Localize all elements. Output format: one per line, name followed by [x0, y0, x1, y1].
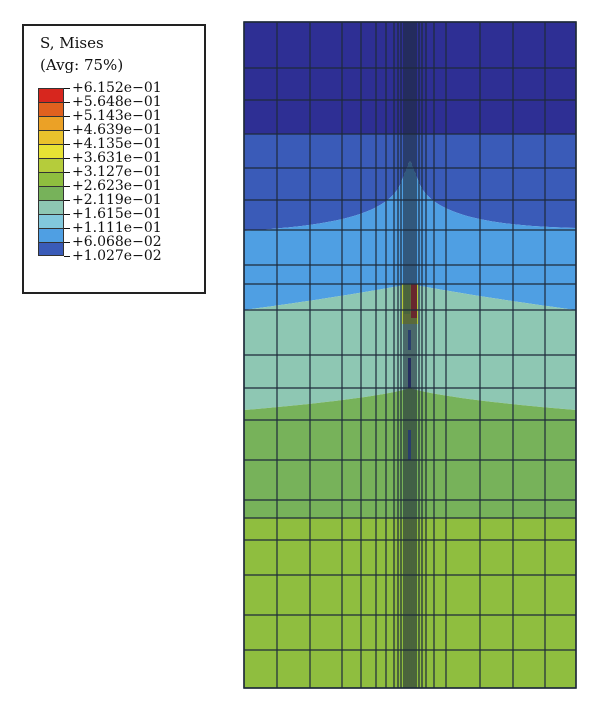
legend-label: +1.027e−02: [64, 249, 162, 263]
legend-swatch: [38, 172, 64, 186]
stress-concentration-green: [404, 284, 410, 314]
model-outline: [243, 21, 577, 689]
legend-color-bar: [38, 88, 64, 256]
legend-label: +2.119e−01: [64, 193, 162, 207]
contour-band-dark-blue: [244, 134, 576, 231]
legend-label: +6.068e−02: [64, 235, 162, 249]
legend-swatch: [38, 200, 64, 214]
legend-swatch: [38, 214, 64, 228]
legend-label: +2.623e−01: [64, 179, 162, 193]
legend-label: +6.152e−01: [64, 81, 162, 95]
legend-label: +5.648e−01: [64, 95, 162, 109]
legend-swatch: [38, 130, 64, 144]
legend-swatch: [38, 144, 64, 158]
legend-labels: +6.152e−01 +5.648e−01 +5.143e−01 +4.639e−01…: [64, 81, 162, 263]
contour-legend: S, Mises (Avg: 75%) +6.152e−01 +5.648e−01…: [22, 24, 206, 294]
legend-swatch: [38, 242, 64, 256]
legend-label: +3.631e−01: [64, 151, 162, 165]
legend-swatch: [38, 88, 64, 102]
legend-swatch: [38, 228, 64, 242]
legend-swatch: [38, 116, 64, 130]
legend-label: +1.111e−01: [64, 221, 162, 235]
legend-label: +4.639e−01: [64, 123, 162, 137]
legend-swatch: [38, 158, 64, 172]
legend-swatch: [38, 102, 64, 116]
legend-subtitle: (Avg: 75%): [40, 56, 124, 74]
legend-label: +1.615e−01: [64, 207, 162, 221]
legend-swatch: [38, 186, 64, 200]
legend-label: +4.135e−01: [64, 137, 162, 151]
legend-label: +3.127e−01: [64, 165, 162, 179]
legend-label: +5.143e−01: [64, 109, 162, 123]
legend-title: S, Mises: [40, 34, 104, 52]
